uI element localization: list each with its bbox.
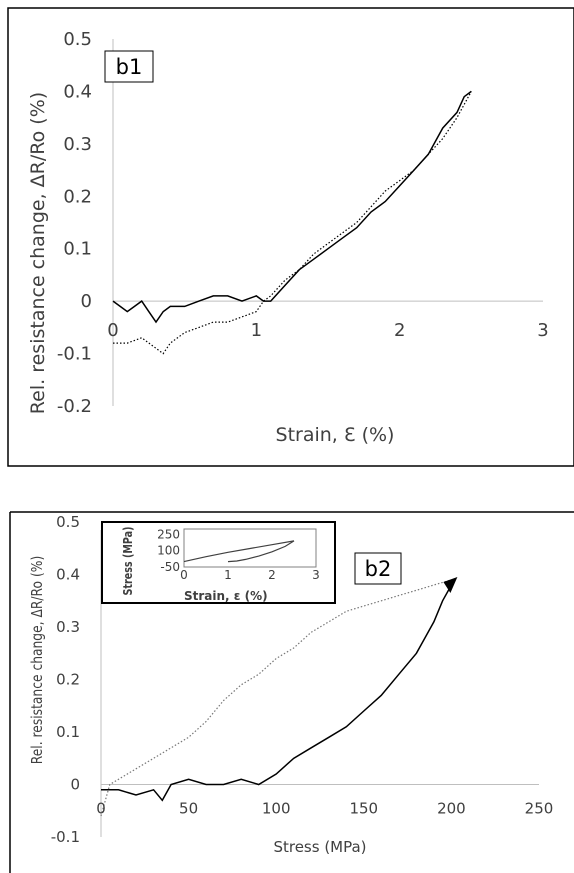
b1-x-tick-label: 1 [251, 320, 262, 341]
b2-y-tick-label: 0.5 [56, 513, 80, 531]
b2-x-tick-label: 150 [349, 800, 378, 818]
b1-y-tick-label: -0.1 [57, 344, 92, 365]
b2-y-tick-label: -0.1 [51, 828, 80, 846]
b2-y-tick-label: 0.1 [56, 723, 80, 741]
panel-b2-frame [9, 511, 574, 873]
b2-y-tick-label: 0.4 [56, 566, 80, 584]
b1-series-line-dotted [113, 91, 472, 355]
inset-loading-curve [183, 540, 295, 563]
b2-x-tick-label: 100 [262, 800, 291, 818]
inset-x-axis-label: Strain, ε (%) [184, 589, 268, 603]
b1-x-axis-label: Strain, Ɛ (%) [276, 424, 395, 446]
b2-arrow-head [443, 577, 458, 593]
b1-y-tick-label: 0.1 [63, 239, 92, 260]
b2-label: b2 [365, 557, 392, 581]
b2-label-box [354, 552, 402, 585]
b1-x-tick-label: 0 [107, 320, 118, 341]
b1-y-tick-label: 0.4 [63, 81, 92, 102]
inset-y-axis-label: Stress (MPa) [121, 526, 135, 595]
inset-x-tick-label: 3 [312, 568, 320, 582]
b2-series-line-dotted [100, 579, 452, 817]
b2-tick-labels: 0.5 0.4 0.3 0.2 0.1 0 -0.1 0 50 100 150 200 250 [51, 513, 554, 846]
b2-series-line-solid [101, 584, 453, 802]
b1-label: b1 [116, 55, 143, 79]
b1-axes [112, 39, 543, 406]
inset-plot-area [183, 528, 317, 568]
inset-unloading-curve [227, 540, 295, 563]
inset-x-tick-label: 1 [224, 568, 232, 582]
inset-y-tick-label: -50 [160, 560, 180, 574]
b1-tick-labels: 0.5 0.4 0.3 0.2 0.1 0 -0.1 -0.2 0 1 2 3 [57, 29, 549, 417]
b2-x-tick-label: 0 [96, 800, 106, 818]
b2-x-axis-label: Stress (MPa) [273, 838, 366, 856]
b2-y-tick-label: 0.3 [56, 618, 80, 636]
inset-y-tick-label: 100 [157, 544, 180, 558]
b2-y-tick-label: 0.2 [56, 671, 80, 689]
inset-frame [101, 521, 336, 604]
b1-x-tick-label: 2 [394, 320, 405, 341]
panel-b1-frame [7, 7, 574, 467]
b2-x-tick-label: 50 [179, 800, 198, 818]
b1-y-tick-label: 0 [81, 291, 92, 312]
b1-x-tick-label: 3 [537, 320, 548, 341]
b1-label-box [104, 50, 154, 83]
b1-y-tick-label: 0.2 [63, 186, 92, 207]
inset-x-tick-label: 0 [180, 568, 188, 582]
b1-y-tick-label: 0.3 [63, 134, 92, 155]
b1-y-tick-label: 0.5 [63, 29, 92, 50]
b1-y-axis-label: Rel. resistance change, ΔR/Ro (%) [27, 92, 49, 414]
b2-x-tick-label: 200 [437, 800, 466, 818]
inset-chart: 250 100 -500 1 2 3 [157, 527, 320, 582]
b2-y-axis-label: Rel. resistance change, ΔR/Ro (%) [29, 556, 46, 764]
inset-y-tick-label: 250 [157, 527, 180, 541]
b1-series [112, 90, 472, 355]
b2-y-tick-label: 0 [70, 776, 80, 794]
b2-x-tick-label: 250 [525, 800, 554, 818]
b1-y-tick-label: -0.2 [57, 396, 92, 417]
b1-series-line-solid [112, 90, 472, 324]
inset-x-tick-label: 2 [268, 568, 276, 582]
b2-series [100, 577, 458, 817]
